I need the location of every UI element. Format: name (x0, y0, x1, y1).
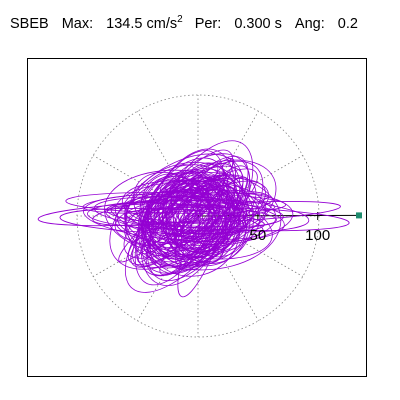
tick-labels: 50 100 (250, 227, 331, 244)
orbit-swirl-9 (114, 192, 254, 244)
max-point-marker (356, 212, 362, 219)
radial-tick-label-50: 50 (250, 227, 267, 244)
orbit-swirl-13 (83, 194, 285, 242)
max-unit-exponent: 2 (177, 14, 183, 25)
orbit-loop-78 (146, 169, 240, 264)
max-value: 134.5 cm/s (106, 16, 178, 32)
max-label: Max: (61, 16, 94, 32)
orbit-loop-15 (124, 171, 282, 271)
per-value: 0.300 s (234, 16, 282, 32)
chart-title: SBEB Max: 134.5 cm/s2 Per: 0.300 s Ang: … (10, 14, 367, 34)
ang-label: Ang: (294, 16, 325, 32)
station-code: SBEB (10, 16, 49, 32)
orbit-loop-83 (138, 177, 270, 240)
orbit-swirl-7 (123, 196, 246, 225)
orbit-loop-66 (176, 205, 224, 251)
ang-value: 0.2 (337, 16, 358, 32)
grid-spoke-330 (197, 215, 303, 277)
orbit-swirl-3 (65, 192, 286, 214)
orbit-loop-84 (104, 169, 261, 258)
orbit-swirl-11 (124, 199, 245, 238)
orbit-loop-89 (124, 162, 241, 293)
orbit-trace (37, 140, 350, 298)
orbit-swirl-12 (87, 200, 284, 231)
orbit-swirl-10 (105, 202, 264, 240)
orbit-swirl-5 (106, 203, 277, 228)
orbit-loop-86 (161, 177, 248, 263)
per-label: Per: (194, 16, 222, 32)
polar-orbit-plot: 50 100 (27, 58, 367, 377)
orbit-loop-60 (132, 149, 234, 267)
max-marker (356, 212, 362, 219)
radial-tick-label-100: 100 (305, 227, 330, 244)
